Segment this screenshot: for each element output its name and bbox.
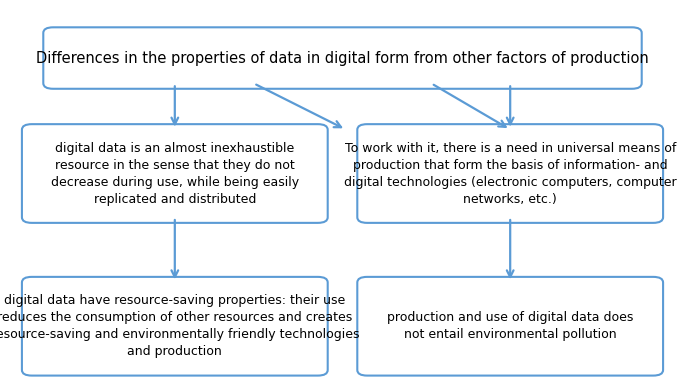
Text: production and use of digital data does
not entail environmental pollution: production and use of digital data does … xyxy=(387,311,634,341)
FancyBboxPatch shape xyxy=(43,27,642,89)
Text: Differences in the properties of data in digital form from other factors of prod: Differences in the properties of data in… xyxy=(36,50,649,66)
FancyBboxPatch shape xyxy=(22,277,327,376)
Text: To work with it, there is a need in universal means of
production that form the : To work with it, there is a need in univ… xyxy=(344,142,677,206)
FancyBboxPatch shape xyxy=(22,124,327,223)
FancyBboxPatch shape xyxy=(358,124,663,223)
Text: digital data have resource-saving properties: their use
reduces the consumption : digital data have resource-saving proper… xyxy=(0,294,359,358)
Text: digital data is an almost inexhaustible
resource in the sense that they do not
d: digital data is an almost inexhaustible … xyxy=(51,142,299,206)
FancyBboxPatch shape xyxy=(358,277,663,376)
